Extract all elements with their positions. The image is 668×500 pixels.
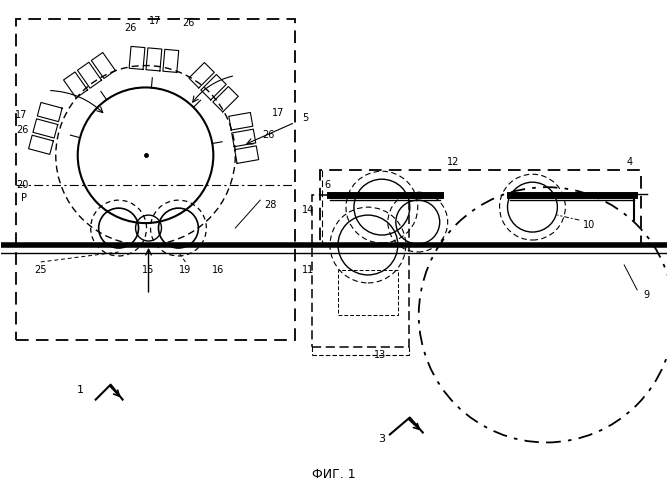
Text: P: P <box>21 193 27 203</box>
Text: 5: 5 <box>302 114 308 124</box>
Text: 1: 1 <box>77 384 84 394</box>
Bar <box>320 170 641 245</box>
Text: 25: 25 <box>35 265 47 275</box>
Text: 19: 19 <box>179 265 192 275</box>
Text: 11: 11 <box>302 265 314 275</box>
Text: 13: 13 <box>374 350 386 360</box>
Text: 6: 6 <box>324 180 330 190</box>
Text: 26: 26 <box>262 130 275 140</box>
Text: 3: 3 <box>378 434 385 444</box>
Text: 17: 17 <box>272 108 285 118</box>
Text: 20: 20 <box>17 180 29 190</box>
Text: 14: 14 <box>302 205 314 215</box>
Text: 28: 28 <box>264 200 277 210</box>
Circle shape <box>77 88 213 223</box>
Bar <box>312 195 409 346</box>
Text: 12: 12 <box>446 157 459 167</box>
Text: 26: 26 <box>17 126 29 136</box>
Bar <box>16 18 295 340</box>
Text: 9: 9 <box>643 290 649 300</box>
Text: ФИГ. 1: ФИГ. 1 <box>312 468 356 481</box>
Text: 10: 10 <box>583 220 595 230</box>
Text: 4: 4 <box>626 157 632 167</box>
Text: 26: 26 <box>182 18 194 28</box>
Bar <box>338 270 398 315</box>
Text: 16: 16 <box>212 265 224 275</box>
Text: 17: 17 <box>15 110 27 120</box>
Text: 15: 15 <box>142 265 155 275</box>
Text: 26: 26 <box>124 22 137 32</box>
Text: 17: 17 <box>150 16 162 26</box>
